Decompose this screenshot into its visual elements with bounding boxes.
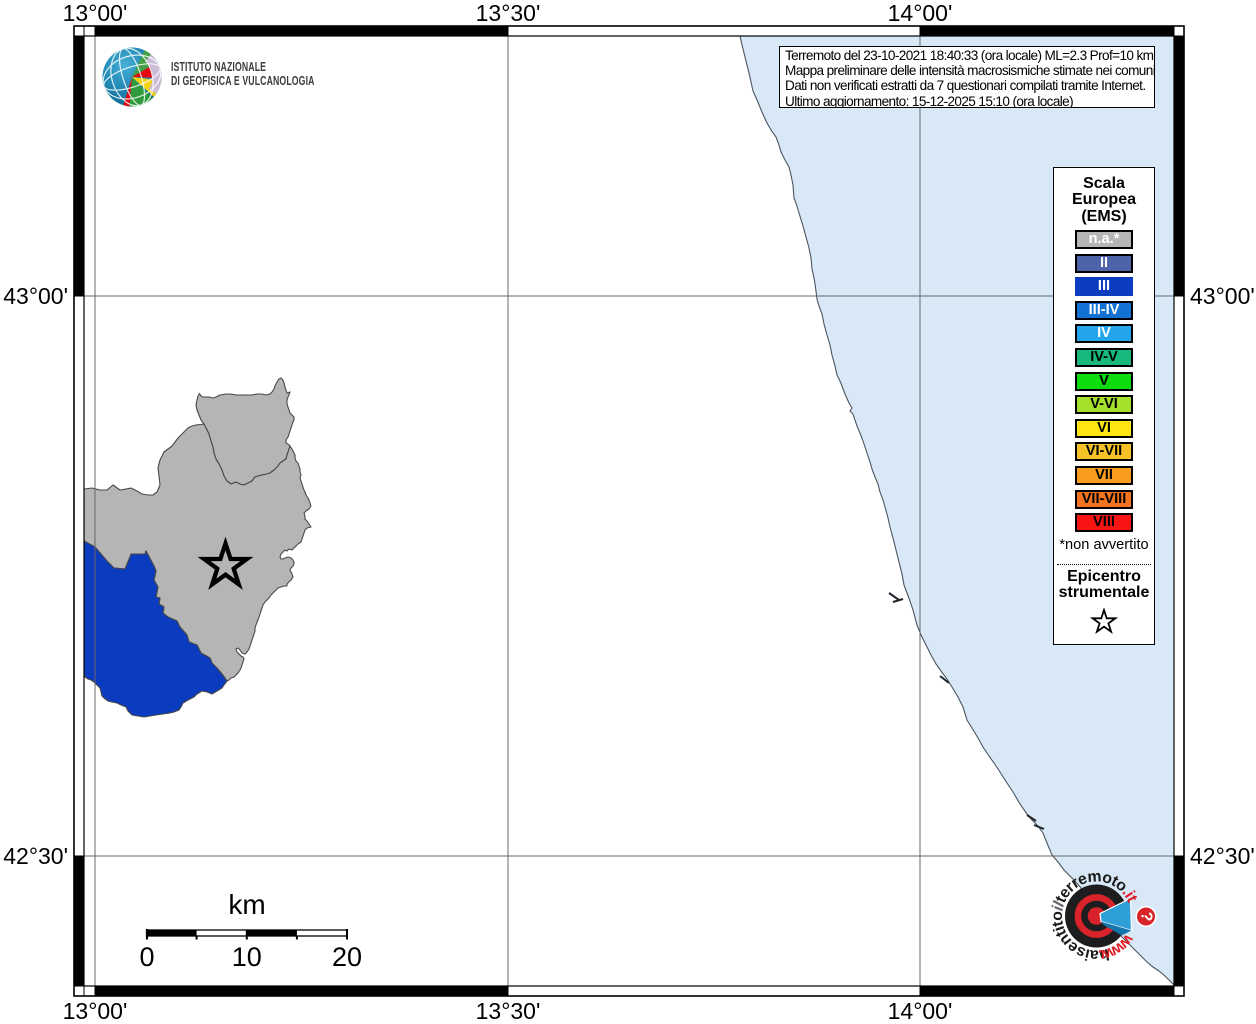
map-interior — [84, 36, 1174, 986]
legend-swatch-iii: III — [1075, 277, 1133, 297]
legend-swatch-vi-vii: VI-VII — [1075, 442, 1133, 462]
axis-label-bottom-13-30: 13°30' — [475, 998, 541, 1024]
municipality-felt-iii — [84, 540, 228, 718]
legend-title-line1: Scala — [1083, 175, 1125, 192]
legend-epicenter-star-icon — [1089, 607, 1119, 634]
municipality-central — [84, 423, 312, 682]
legend-epicenter-line1: Epicentro — [1067, 567, 1141, 585]
legend-title: Scala Europea (EMS) — [1054, 175, 1154, 225]
axis-label-right-43-00: 43°00' — [1190, 283, 1255, 309]
legend-swatch-na: n.a.* — [1075, 230, 1133, 250]
scale-bar-label-20: 20 — [331, 942, 363, 972]
legend-separator — [1057, 563, 1151, 565]
svg-text:?: ? — [1138, 912, 1155, 922]
epicenter-star — [197, 536, 254, 590]
event-info-line2: Mappa preliminare delle intensità macros… — [785, 63, 1155, 79]
event-info-line1: Terremoto del 23-10-2021 18:40:33 (ora l… — [785, 48, 1154, 63]
legend-swatch-iv: IV — [1075, 324, 1133, 344]
axis-label-top-13-30: 13°30' — [475, 0, 541, 26]
legend-swatch-v-vi: V-VI — [1075, 395, 1133, 415]
axis-label-bottom-14-00: 14°00' — [887, 998, 953, 1024]
legend-epicenter-line2: strumentale — [1058, 584, 1150, 602]
legend-swatch-viii: VIII — [1075, 513, 1133, 533]
legend-swatch-v: V — [1075, 371, 1133, 391]
frame-outer-line — [73, 25, 1185, 997]
frame-neatline — [83, 35, 1175, 987]
ingv-wordmark-line2: DI GEOFISICA E VULCANOLOGIA — [171, 72, 315, 88]
legend-footnote: *non avvertito — [1059, 536, 1149, 553]
legend-title-line2: Europea — [1071, 191, 1136, 209]
legend-swatches: n.a.* II III III-IV IV IV-V V V-VI VI VI… — [1054, 230, 1154, 533]
ingv-wordmark: ISTITUTO NAZIONALE DI GEOFISICA E VULCAN… — [171, 60, 315, 87]
legend-swatch-vii-viii: VII-VIII — [1075, 489, 1133, 509]
legend-swatch-ii: II — [1075, 253, 1133, 273]
axis-label-left-43-00: 43°00' — [3, 283, 68, 309]
scale-bar — [145, 929, 348, 940]
axis-label-top-14-00: 14°00' — [887, 0, 953, 26]
gridlines — [84, 36, 1174, 986]
ingv-globe-icon — [102, 47, 162, 107]
jetty-marks — [888, 592, 1045, 830]
ingv-wordmark-line1: ISTITUTO NAZIONALE — [171, 59, 267, 74]
legend-box: Scala Europea (EMS) n.a.* II III III-IV … — [1053, 167, 1155, 645]
scale-bar-unit-label: km — [228, 889, 266, 920]
scale-bar-label-10: 10 — [231, 942, 262, 972]
axis-label-bottom-13-00: 13°00' — [62, 998, 128, 1024]
axis-label-right-42-30: 42°30' — [1190, 843, 1255, 869]
coastline — [739, 36, 1174, 986]
legend-swatch-iv-v: IV-V — [1075, 347, 1133, 367]
legend-swatch-vi: VI — [1075, 418, 1133, 438]
legend-title-line3: (EMS) — [1081, 207, 1127, 225]
scale-bar-label-0: 0 — [139, 942, 155, 972]
event-info-line3: Dati non verificati estratti da 7 questi… — [785, 78, 1146, 94]
map-frame — [73, 25, 1185, 997]
event-info-line4: Ultimo aggiornamento: 15-12-2025 15:10 (… — [785, 93, 1074, 108]
axis-label-top-13-00: 13°00' — [62, 0, 128, 26]
legend-swatch-vii: VII — [1075, 465, 1133, 485]
axis-label-left-42-30: 42°30' — [3, 843, 68, 869]
event-info-box: Terremoto del 23-10-2021 18:40:33 (ora l… — [779, 46, 1155, 108]
legend-swatch-iii-iv: III-IV — [1075, 300, 1133, 320]
question-mark-badge: ? — [1135, 905, 1157, 928]
